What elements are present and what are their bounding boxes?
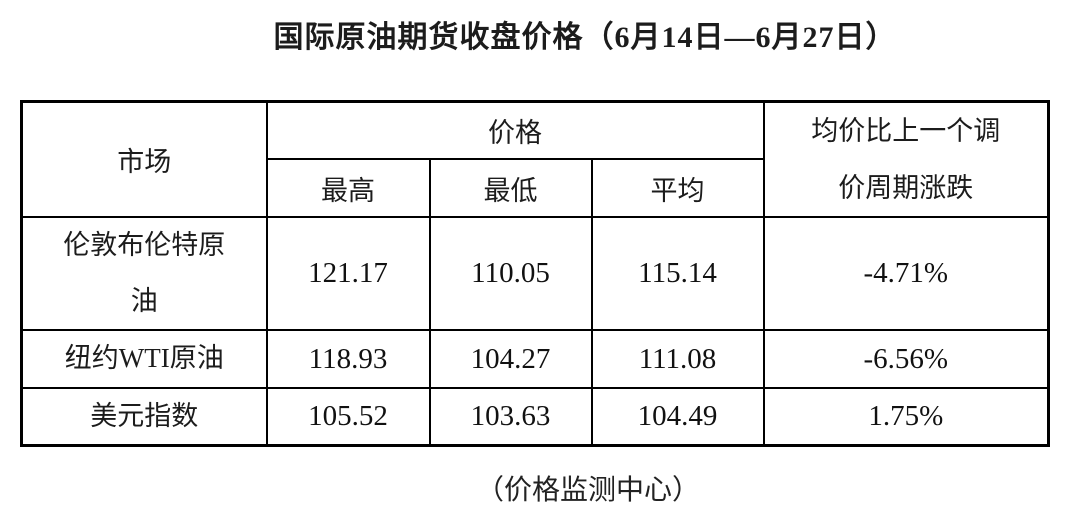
cell-low: 103.63 [428,387,593,447]
table-row-usd-index: 美元指数 105.52 103.63 104.49 1.75% [20,387,1050,447]
header-price-group: 价格 [265,100,765,161]
cell-change: 1.75% [762,387,1050,447]
header-low: 最低 [428,158,593,219]
table-row-wti: 纽约WTI原油 118.93 104.27 111.08 -6.56% [20,329,1050,390]
cell-market: 美元指数 [20,387,268,447]
header-market: 市场 [20,100,268,219]
cell-average: 104.49 [590,387,765,447]
header-high: 最高 [265,158,431,219]
table-row-brent: 伦敦布伦特原油 121.17 110.05 115.14 -4.71% [20,216,1050,332]
market-label: 伦敦布伦特原油 [63,230,226,316]
market-label: 美元指数 [90,401,199,432]
header-row-top: 市场 价格 均价比上一个调价周期涨跌 [20,100,1050,219]
source-label: （价格监测中心） [475,474,700,505]
cell-market: 纽约WTI原油 [20,329,268,390]
cell-average: 115.14 [590,216,765,332]
header-row-sub: 最高 最低 平均 [22,158,1049,219]
header-average: 平均 [590,158,765,219]
cell-high: 121.17 [265,216,431,332]
header-change-label: 均价比上一个调价周期涨跌 [811,116,1001,203]
market-label: 纽约WTI原油 [64,343,224,374]
cell-low: 104.27 [428,329,593,390]
cell-market: 伦敦布伦特原油 [20,216,268,332]
header-change: 均价比上一个调价周期涨跌 [762,100,1050,219]
cell-high: 118.93 [265,329,431,390]
cell-change: -6.56% [762,329,1050,390]
cell-change: -4.71% [762,216,1050,332]
cell-low: 110.05 [428,216,593,332]
page-title: 国际原油期货收盘价格（6月14日—6月27日） [273,21,897,54]
cell-high: 105.52 [265,387,431,447]
cell-average: 111.08 [590,329,765,390]
price-table: 市场 价格 均价比上一个调价周期涨跌 最高 最低 平均 伦敦布伦特原油 121.… [20,100,1051,448]
